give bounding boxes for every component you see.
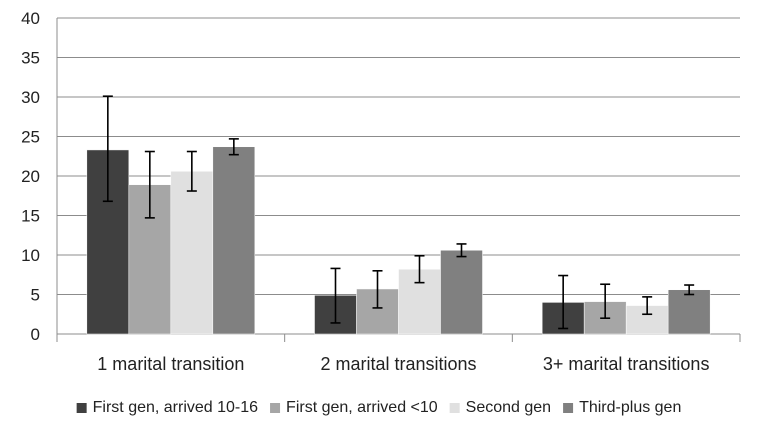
legend-swatch	[449, 403, 460, 413]
legend-label: First gen, arrived <10	[286, 399, 438, 416]
error-bars	[102, 95, 695, 330]
y-tick-label: 40	[21, 9, 40, 28]
legend-swatch	[76, 403, 87, 413]
bar	[212, 146, 256, 335]
bars	[86, 146, 711, 335]
legend-swatch	[563, 403, 574, 413]
y-tick-label: 20	[21, 167, 40, 186]
legend-label: First gen, arrived 10-16	[93, 399, 259, 416]
legend-label: Third-plus gen	[579, 399, 681, 416]
legend-label: Second gen	[466, 399, 551, 416]
bar	[440, 250, 483, 335]
legend: First gen, arrived 10-16 First gen, arriv…	[76, 399, 681, 416]
y-tick-label: 25	[21, 128, 40, 147]
x-category-label: 3+ marital transitions	[543, 354, 710, 374]
x-category-label: 2 marital transitions	[320, 354, 476, 374]
y-tick-label: 5	[31, 286, 40, 305]
y-tick-labels: 0 5 10 15 20 25 30 35 40	[21, 9, 40, 344]
bar	[667, 289, 711, 335]
y-tick-label: 10	[21, 246, 40, 265]
bar	[170, 171, 214, 335]
y-tick-label: 0	[31, 325, 40, 344]
x-category-label: 1 marital transition	[97, 354, 244, 374]
y-tick-label: 35	[21, 49, 40, 68]
x-category-labels: 1 marital transition 2 marital transition…	[97, 354, 709, 374]
y-tick-label: 15	[21, 207, 40, 226]
legend-swatch	[270, 403, 281, 413]
y-tick-label: 30	[21, 88, 40, 107]
